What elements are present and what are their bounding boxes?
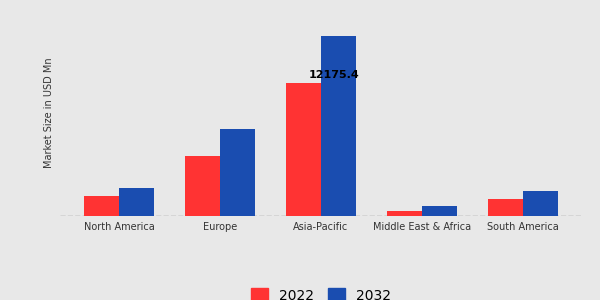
Bar <box>321 36 356 216</box>
Text: 12175.4: 12175.4 <box>308 70 359 80</box>
Bar <box>422 206 457 216</box>
Bar <box>185 156 220 216</box>
Bar <box>119 188 154 216</box>
Bar <box>286 83 321 216</box>
Bar <box>220 129 256 216</box>
Y-axis label: Market Size in USD Mn: Market Size in USD Mn <box>44 57 55 168</box>
Bar <box>84 196 119 216</box>
Bar <box>386 211 422 216</box>
Bar <box>488 199 523 216</box>
Legend: 2022, 2032: 2022, 2032 <box>246 283 396 300</box>
Bar <box>523 191 558 216</box>
